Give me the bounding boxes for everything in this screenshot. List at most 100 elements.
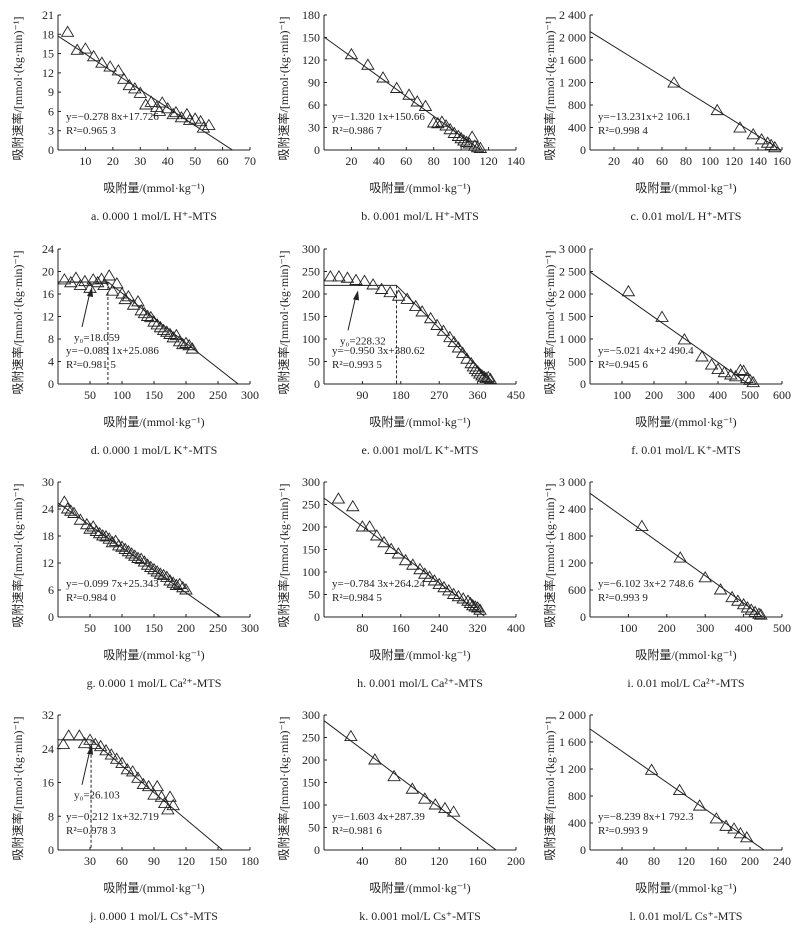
x-tick-label: 100: [613, 388, 631, 402]
fit-equation: y=−0.099 7x+25.343: [66, 578, 159, 590]
x-tick-label: 200: [741, 854, 759, 868]
data-point-triangle: [111, 64, 126, 76]
arrow-icon: [87, 744, 93, 755]
data-point-triangle: [462, 137, 477, 149]
x-tick-label: 200: [177, 388, 195, 402]
data-point-triangle: [389, 81, 404, 93]
panel-caption: c. 0.01 mol/L H⁺-MTS: [631, 209, 742, 223]
data-point-triangle: [166, 798, 180, 811]
fit-line: [57, 35, 233, 151]
x-axis-label: 吸附量/(mmol·kg⁻¹): [369, 648, 470, 662]
data-point-triangle: [442, 584, 456, 596]
data-point-triangle: [128, 549, 142, 561]
x-tick-label: 270: [430, 388, 448, 402]
data-point-triangle: [118, 292, 132, 305]
y-tick-label: 250: [302, 731, 320, 745]
x-tick-label: 250: [209, 388, 227, 402]
y-tick-label: 1 200: [559, 556, 586, 570]
chart-svg: 0 400 800 1 200 1 600 2 000 2 400 20 40 60 80 100 12…: [542, 8, 791, 223]
data-point-triangle: [460, 352, 474, 364]
data-point-triangle: [752, 607, 766, 619]
fit-equation: y=−8.239 8x+1 792.3: [598, 811, 694, 823]
y-tick-label: 1 600: [559, 53, 586, 67]
data-point-triangle: [166, 576, 180, 588]
y-tick-label: 2 000: [559, 708, 586, 722]
data-point-triangle: [64, 275, 78, 288]
x-tick-label: 100: [701, 154, 719, 168]
x-tick-label: 600: [773, 388, 791, 402]
data-point-triangle: [115, 756, 129, 768]
fit-equation: y=−6.102 3x+2 748.6: [598, 578, 694, 590]
x-tick-label: 450: [507, 388, 525, 402]
data-point-triangle: [464, 356, 478, 369]
x-tick-label: 60: [400, 154, 412, 168]
data-point-triangle: [60, 502, 75, 514]
y-tick-label: 600: [568, 583, 586, 597]
chart-panel: 0 400 800 1 200 1 600 2 000 2 400 20 40 60 80 100 12…: [532, 0, 798, 234]
data-point-triangle: [431, 116, 445, 129]
data-point-triangle: [99, 530, 113, 542]
x-tick-label: 120: [177, 854, 195, 868]
data-point-triangle: [121, 289, 136, 302]
x-tick-label: 50: [84, 388, 96, 402]
data-point-triangle: [160, 101, 175, 114]
data-point-triangle: [344, 729, 358, 742]
y-tick-label: 20: [42, 265, 54, 279]
data-point-triangle: [115, 540, 129, 552]
y-tick-label: 3 000: [559, 475, 586, 489]
data-point-triangle: [698, 570, 712, 583]
y-tick-label: 24: [42, 242, 54, 256]
data-point-triangle: [121, 544, 136, 557]
data-point-triangle: [713, 583, 728, 595]
x-tick-label: 80: [356, 621, 368, 635]
data-point-triangle: [83, 733, 97, 745]
data-point-triangle: [709, 812, 724, 824]
data-point-triangle: [156, 323, 171, 336]
data-point-triangle: [454, 131, 468, 144]
x-tick-label: 150: [145, 388, 163, 402]
x-tick-label: 120: [430, 854, 448, 868]
data-point-triangle: [447, 335, 461, 348]
data-point-triangle: [479, 371, 493, 384]
y-tick-label: 50: [308, 588, 320, 602]
data-point-triangle: [744, 603, 759, 615]
data-point-triangle: [447, 126, 462, 138]
data-point-triangle: [172, 334, 187, 347]
chart-panel: 0 500 1 000 1 500 2 000 2 500 3 000 100 200 300 40…: [532, 234, 798, 468]
chart-panel: 0 50 100 150 200 250 300 90 180 270 360 450 y₀=228.3…: [266, 234, 532, 468]
data-point-triangle: [60, 25, 75, 37]
fit-equation: y=−1.320 1x+150.66: [332, 111, 425, 123]
data-point-triangle: [73, 513, 88, 525]
data-point-triangle: [470, 364, 485, 377]
y-tick-label: 500: [568, 355, 586, 369]
x-tick-label: 50: [189, 154, 201, 168]
data-point-triangle: [733, 121, 747, 133]
fit-line: [589, 31, 782, 151]
data-point-triangle: [176, 337, 190, 350]
data-point-triangle: [185, 342, 200, 354]
data-point-triangle: [160, 570, 174, 582]
x-tick-label: 40: [632, 154, 644, 168]
y-tick-label: 0: [314, 610, 320, 624]
x-tick-label: 30: [84, 854, 96, 868]
y-tick-label: 1 500: [559, 310, 586, 324]
x-tick-label: 500: [741, 388, 759, 402]
y0-label: y₀=228.32: [340, 335, 386, 347]
y-tick-label: 0: [48, 610, 54, 624]
data-point-triangle: [57, 495, 72, 507]
data-point-triangle: [160, 325, 174, 337]
y-tick-label: 250: [302, 498, 320, 512]
data-point-triangle: [77, 736, 92, 749]
data-point-triangle: [323, 270, 338, 282]
data-point-triangle: [166, 107, 180, 120]
fit-equation: y=−0.278 8x+17.726: [66, 111, 159, 123]
x-tick-label: 80: [428, 154, 440, 168]
y-tick-label: 0: [48, 143, 54, 157]
chart-svg: 0 500 1 000 1 500 2 000 2 500 3 000 100 200 300 40…: [542, 242, 791, 457]
r-squared: R²=0.993 9: [598, 592, 648, 604]
y-axis-label: 吸附速率/[mmol·(kg·min)⁻¹]: [542, 251, 557, 395]
data-point-triangle: [133, 86, 148, 98]
panel-caption: g. 0.000 1 mol/L Ca²⁺-MTS: [87, 676, 222, 690]
data-point-triangle: [740, 830, 754, 843]
data-point-triangle: [176, 580, 190, 593]
